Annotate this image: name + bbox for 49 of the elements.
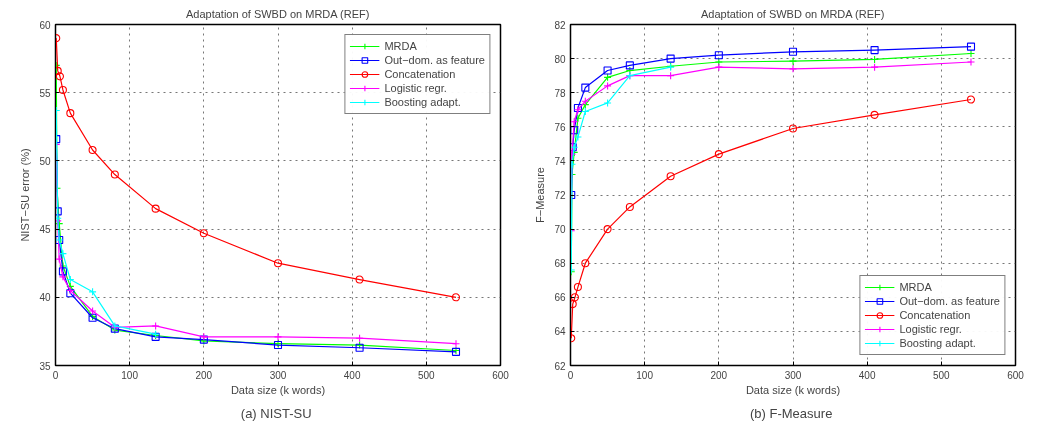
legend-label: Concatenation [899,308,971,322]
y-tick-label: 50 [39,155,51,167]
x-tick-label: 400 [858,369,876,381]
y-tick-label: 40 [39,292,51,304]
x-tick-label: 0 [567,369,574,381]
legend-label: Out−dom. as feature [384,53,485,67]
y-tick-label: 78 [554,87,566,99]
x-axis-title: Data size (k words) [230,383,326,396]
x-tick-label: 500 [932,369,951,381]
y-tick-label: 70 [554,224,566,236]
y-tick-label: 68 [554,258,566,270]
y-tick-label: 62 [554,360,566,372]
x-tick-label: 200 [710,369,728,381]
legend-label: Logistic regr. [899,322,962,336]
legend-label: MRDA [899,280,932,294]
y-tick-label: 60 [39,19,51,31]
chart-title: Adaptation of SWBD on MRDA (REF) [186,7,370,20]
x-tick-label: 600 [1007,369,1025,381]
legend-label: Logistic regr. [384,81,447,95]
chart-title: Adaptation of SWBD on MRDA (REF) [701,7,885,20]
y-axis-title: NIST−SU error (%) [19,148,32,242]
legend-label: Out−dom. as feature [899,294,1000,308]
legend-label: MRDA [384,39,417,53]
text: (a) NIST-SU [240,405,312,421]
text: (b) F-Measure [750,405,833,421]
y-tick-label: 45 [39,224,51,236]
x-tick-label: 500 [417,369,436,381]
x-tick-label: 300 [269,369,287,381]
x-axis-title: Data size (k words) [745,383,841,396]
y-tick-label: 66 [554,292,566,304]
x-tick-label: 600 [492,369,510,381]
y-tick-label: 64 [554,326,566,338]
y-axis-title: F−Measure [534,167,547,223]
x-tick-label: 100 [121,369,139,381]
x-tick-label: 100 [636,369,654,381]
legend-label: Boosting adapt. [899,336,976,350]
y-tick-label: 72 [554,190,566,201]
y-tick-label: 76 [554,121,566,133]
y-tick-label: 80 [554,53,566,65]
y-tick-label: 35 [39,360,51,372]
y-tick-label: 74 [554,155,566,167]
x-tick-label: 300 [784,369,802,381]
y-tick-label: 55 [39,87,51,99]
y-tick-label: 82 [554,19,566,31]
legend-label: Boosting adapt. [384,95,461,109]
x-tick-label: 200 [195,369,213,381]
x-tick-label: 400 [343,369,361,381]
x-tick-label: 0 [52,369,59,381]
legend-label: Concatenation [384,67,456,81]
